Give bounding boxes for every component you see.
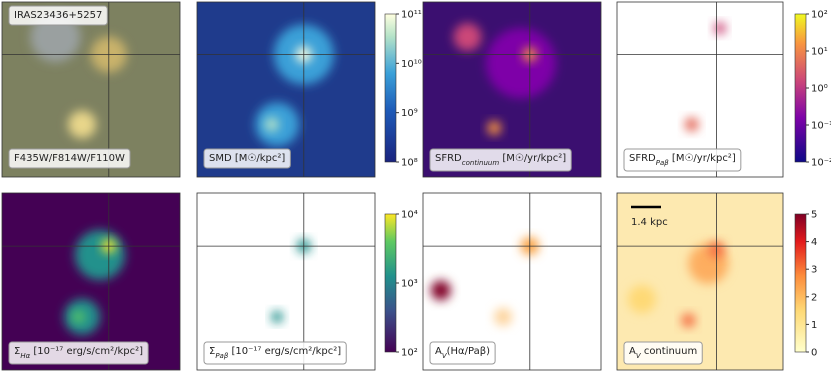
label-box [429, 148, 572, 172]
label-part: [M☉/yr/kpc²] [669, 153, 736, 164]
emission-blob [430, 280, 451, 301]
emission-blob [494, 307, 513, 326]
panel-label: SMD [M☉/kpc²] [209, 153, 285, 164]
label-box [203, 341, 347, 365]
label-part: Σ [209, 346, 215, 357]
colorbar-tick-label: 1 [811, 320, 817, 331]
label-box [623, 341, 703, 365]
colorbar-tick-label: 10² [811, 10, 828, 21]
colorbar-tick-label: 10⁰ [811, 84, 828, 95]
emission-blob [74, 229, 125, 280]
panel-label: AV continuum [629, 346, 697, 360]
colorbar-tick-label: 10⁻¹ [811, 121, 831, 132]
label-part: V [636, 352, 642, 360]
label-part: Σ [14, 346, 20, 357]
emission-blob [485, 28, 556, 99]
colorbar [384, 13, 397, 163]
colorbar-tick-label: 10⁴ [401, 210, 418, 221]
panel-label: F435W/F814W/F110W [14, 153, 125, 164]
colorbar [794, 213, 807, 353]
label-box [623, 148, 742, 172]
colorbar-tick-label: 10⁹ [401, 108, 418, 119]
emission-blob [684, 117, 699, 132]
label-part: F435W/F814W/F110W [14, 153, 125, 164]
label-part: continuum [462, 159, 500, 167]
colorbar-tick-label: 10¹⁰ [401, 59, 422, 70]
panel-title: IRAS23436+5257 [14, 10, 102, 21]
colorbar-tick-label: 10⁸ [401, 158, 418, 169]
panel: SMD [M☉/kpc²] 10⁸ 10⁹ 10¹⁰ 10¹¹ [196, 1, 422, 178]
panel-label: SFRDcontinuum [M☉/yr/kpc²] [435, 153, 566, 167]
emission-blob [627, 285, 656, 314]
panel-background [196, 192, 376, 371]
emission-blob [453, 23, 482, 51]
label-part: (Hα/Paβ) [447, 346, 490, 357]
colorbar-tick-label: 10² [401, 348, 418, 359]
emission-blob [72, 310, 85, 323]
panel-label: SFRDPaβ [M☉/yr/kpc²] [629, 153, 736, 167]
panel: ΣHα [10⁻¹⁷ erg/s/cm²/kpc²] [1, 192, 181, 371]
label-part: SFRD [629, 153, 656, 164]
emission-blob [264, 117, 279, 132]
label-part: V [442, 352, 448, 360]
label-part: continuum [641, 346, 698, 357]
colorbar [384, 213, 397, 353]
colorbar [794, 13, 807, 163]
label-box [429, 341, 496, 365]
panel: AV(Hα/Paβ) [422, 192, 602, 371]
emission-blob [68, 110, 97, 139]
label-part: SMD [M☉/kpc²] [209, 153, 285, 164]
label-part: [10⁻¹⁷ erg/s/cm²/kpc²] [30, 346, 143, 357]
label-box [8, 5, 108, 26]
panel-label: ΣHα [10⁻¹⁷ erg/s/cm²/kpc²] [14, 346, 143, 360]
colorbar-tick-label: 10⁻² [811, 158, 831, 169]
emission-blob [713, 22, 726, 35]
label-part: A [435, 346, 442, 357]
colorbar-tick-label: 10¹¹ [401, 10, 422, 21]
label-part: Hα [20, 352, 30, 360]
label-part: Paβ [656, 159, 670, 167]
panel-background [1, 192, 181, 371]
panel-background [422, 192, 602, 371]
colorbar-tick-label: 2 [811, 292, 817, 303]
label-part: [M☉/yr/kpc²] [499, 153, 566, 164]
label-part: Paβ [215, 352, 229, 360]
colorbar-tick-label: 10³ [401, 279, 418, 290]
label-box [8, 341, 149, 365]
panel-label: ΣPaβ [10⁻¹⁷ erg/s/cm²/kpc²] [209, 346, 341, 360]
panel: SFRDPaβ [M☉/yr/kpc²] 10⁻² 10⁻¹ 10⁰ 10¹ 10² [616, 1, 831, 178]
panel: ΣPaβ [10⁻¹⁷ erg/s/cm²/kpc²] 10² 10³ 10⁴ [196, 192, 418, 371]
emission-blob [271, 310, 284, 323]
emission-blob [681, 313, 696, 328]
label-part: [10⁻¹⁷ erg/s/cm²/kpc²] [228, 346, 341, 357]
label-part: A [629, 346, 636, 357]
label-box [8, 148, 131, 169]
panel-label: AV(Hα/Paβ) [435, 346, 490, 360]
colorbar-tick-label: 5 [811, 210, 817, 221]
label-part: SFRD [435, 153, 462, 164]
emission-blob [487, 121, 502, 135]
colorbar-tick-label: 0 [811, 348, 817, 359]
label-box [203, 148, 291, 169]
panel: IRAS23436+5257 F435W/F814W/F110W [1, 1, 181, 178]
colorbar-tick-label: 4 [811, 237, 817, 248]
panel-background [616, 1, 784, 178]
panel: SFRDcontinuum [M☉/yr/kpc²] [422, 1, 602, 178]
panel: AV continuum 1.4 kpc 0 1 2 3 4 5 [616, 192, 817, 371]
colorbar-tick-label: 10¹ [811, 47, 828, 58]
colorbar-tick-label: 3 [811, 265, 817, 276]
scale-bar-label: 1.4 kpc [631, 217, 668, 228]
